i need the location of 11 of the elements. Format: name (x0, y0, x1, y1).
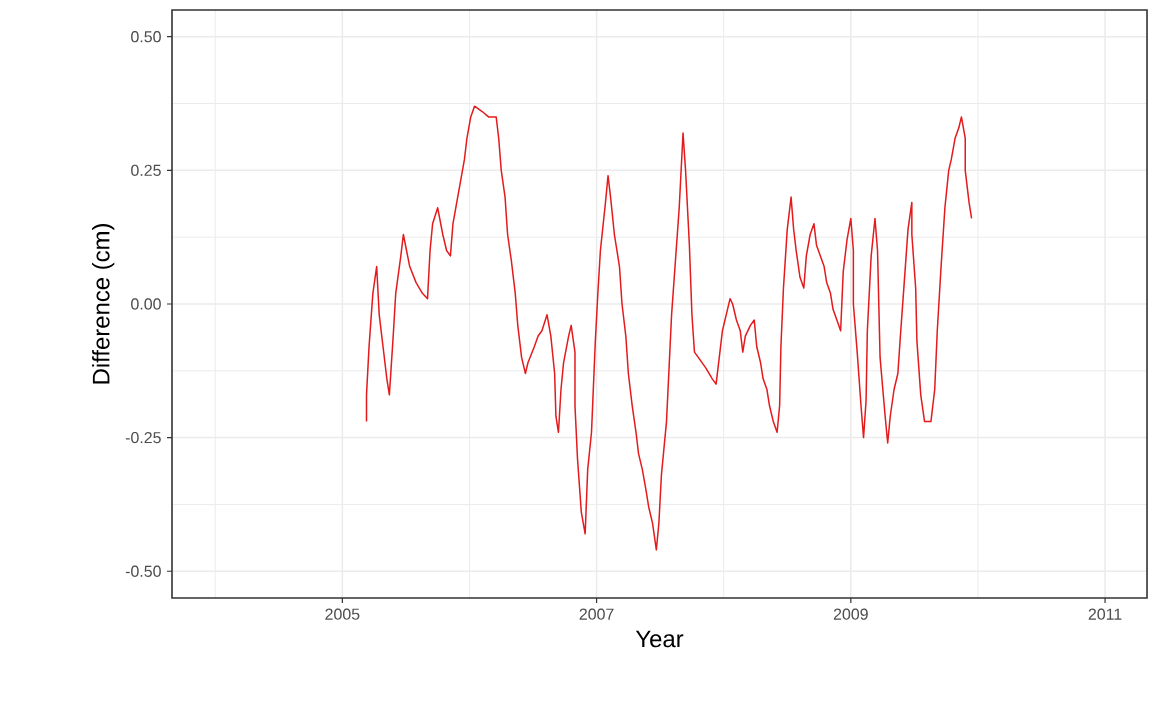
y-tick-label: -0.25 (125, 431, 161, 444)
y-tick-label: 0.50 (131, 31, 161, 43)
x-tick-label: 2005 (325, 608, 360, 620)
y-tick-label: 0.00 (131, 298, 161, 310)
y-tick-label: -0.50 (125, 565, 161, 577)
y-axis-title: Difference (cm) (92, 224, 115, 384)
y-tick-label: 0.25 (131, 164, 161, 176)
x-axis-title: Year (635, 630, 684, 648)
x-tick-label: 2009 (833, 608, 868, 620)
x-tick-label: 2011 (1088, 608, 1122, 620)
x-tick-label: 2007 (579, 608, 614, 620)
